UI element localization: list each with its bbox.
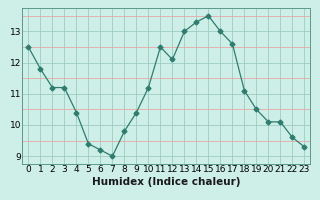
X-axis label: Humidex (Indice chaleur): Humidex (Indice chaleur) (92, 177, 241, 187)
